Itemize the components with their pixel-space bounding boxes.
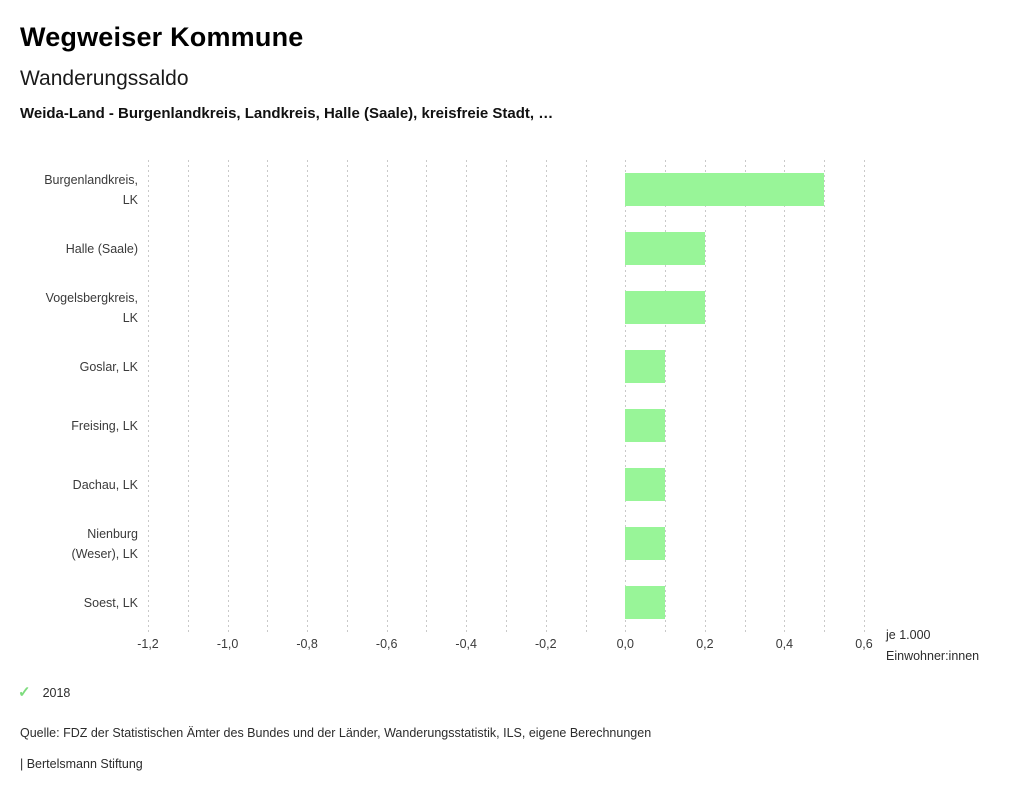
bar[interactable]	[625, 291, 705, 324]
bar[interactable]	[625, 409, 666, 442]
gridline	[824, 160, 826, 632]
gridline	[426, 160, 428, 632]
page-title: Wegweiser Kommune	[20, 22, 304, 52]
plot-area	[148, 160, 865, 632]
bar[interactable]	[625, 527, 666, 560]
category-label-text: Freising, LK	[71, 418, 138, 433]
gridline	[267, 160, 269, 632]
category-label-text: Dachau, LK	[72, 477, 138, 492]
category-label-text: Soest, LK	[83, 595, 138, 610]
category-label: Halle (Saale)	[0, 219, 138, 278]
category-label: Vogelsbergkreis, LK	[0, 278, 138, 337]
gridline	[386, 160, 388, 632]
bar[interactable]	[625, 232, 705, 265]
gridline	[466, 160, 468, 632]
bar[interactable]	[625, 586, 666, 619]
category-label: Freising, LK	[0, 396, 138, 455]
gridline	[227, 160, 229, 632]
gridline	[545, 160, 547, 632]
gridline	[585, 160, 587, 632]
x-tick-label: -0,8	[296, 637, 318, 651]
gridline	[864, 160, 865, 632]
gridline	[625, 160, 627, 632]
gridline	[665, 160, 667, 632]
x-tick-label: -0,6	[375, 637, 398, 651]
category-label-text: Halle (Saale)	[65, 241, 138, 256]
chart-title: Wanderungssaldo	[20, 67, 189, 90]
category-label-text: Goslar, LK	[79, 359, 138, 374]
gridline	[307, 160, 309, 632]
legend-label: 2018	[42, 685, 71, 700]
x-tick-label: 0,0	[616, 637, 634, 651]
x-axis-unit-label: je 1.000 Einwohner:innen	[886, 625, 979, 667]
x-tick-label: 0,6	[855, 637, 873, 651]
brand-note: | Bertelsmann Stiftung	[20, 757, 143, 771]
bar[interactable]	[625, 468, 666, 501]
gridline	[784, 160, 786, 632]
unit-label-line2: Einwohner:innen	[886, 649, 980, 663]
gridline	[704, 160, 706, 632]
source-note: Quelle: FDZ der Statistischen Ämter des …	[20, 726, 652, 740]
gridline	[744, 160, 746, 632]
x-axis-tick-labels: -1,2 -1,0 -0,8 -0,6 -0,4 -0,2 0,0 0,2 0,4 0,6	[137, 637, 872, 653]
category-label-text: Vogelsbergkreis, LK	[45, 290, 138, 325]
category-label-text: Nienburg (Weser), LK	[71, 526, 138, 561]
x-tick-label: 0,4	[775, 637, 794, 651]
category-label-text: Burgenlandkreis, LK	[44, 172, 138, 207]
category-label: Goslar, LK	[0, 337, 138, 396]
x-tick-label: -1,0	[216, 637, 239, 651]
gridline	[506, 160, 507, 632]
chart-subtitle: Weida-Land - Burgenlandkreis, Landkreis,…	[20, 105, 554, 122]
y-axis-category-labels: Burgenlandkreis, LK Halle (Saale) Vogelsbe…	[0, 160, 138, 632]
category-label: Soest, LK	[0, 573, 138, 632]
x-tick-label: -0,2	[535, 637, 557, 651]
category-label: Nienburg (Weser), LK	[0, 514, 138, 573]
x-tick-label: -0,4	[455, 637, 477, 651]
category-label: Dachau, LK	[0, 455, 138, 514]
gridline	[148, 160, 149, 632]
unit-label-line1: je 1.000	[886, 628, 931, 642]
gridline	[187, 160, 189, 632]
gridline	[346, 160, 348, 632]
bar[interactable]	[625, 350, 666, 383]
x-tick-label: 0,2	[696, 637, 714, 651]
legend-item-2018[interactable]: ✓ 2018	[18, 685, 70, 700]
x-tick-label: -1,2	[137, 637, 159, 651]
check-icon: ✓	[18, 684, 31, 701]
category-label: Burgenlandkreis, LK	[0, 160, 138, 219]
bar[interactable]	[625, 173, 825, 206]
